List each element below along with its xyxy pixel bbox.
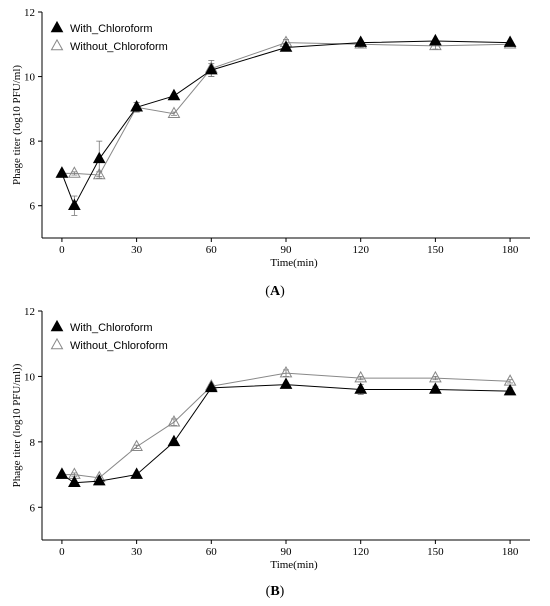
legend-marker <box>50 20 64 33</box>
series-with-chloroform <box>55 377 517 488</box>
series-line <box>61 372 511 479</box>
data-point <box>130 439 143 452</box>
y-tick-label: 6 <box>30 502 36 514</box>
x-tick-label: 60 <box>206 546 218 558</box>
data-point <box>92 167 106 180</box>
x-tick-label: 180 <box>502 244 519 256</box>
data-point <box>167 434 181 447</box>
legend-marker <box>50 38 64 51</box>
series-with-chloroform <box>55 33 517 216</box>
legend-marker <box>50 337 64 350</box>
y-tick-label: 8 <box>30 136 36 148</box>
y-tick-label: 6 <box>30 201 36 213</box>
x-tick-label: 150 <box>427 244 444 256</box>
chart-panel-b: 0 30 60 90 120 150 180 6 8 10 12 Time(min) Phage tit… <box>11 306 530 599</box>
data-point <box>279 377 293 389</box>
data-point <box>130 100 143 112</box>
x-tick-label: 90 <box>281 546 293 558</box>
chart-panel-a: 0 30 60 90 120 150 180 6 8 10 12 Time(min) Phage tit… <box>11 7 530 299</box>
data-point <box>92 151 106 164</box>
data-point <box>130 467 143 479</box>
data-point <box>55 467 69 479</box>
x-tick-label: 60 <box>206 244 218 256</box>
x-tick-label: 120 <box>352 244 369 256</box>
data-point <box>68 475 81 488</box>
data-point <box>503 383 517 396</box>
y-tick-label: 12 <box>24 306 35 318</box>
series-without-chloroform <box>55 35 517 180</box>
data-point <box>68 198 81 210</box>
panel-label: (B) <box>266 584 285 599</box>
y-axis-title: Phage titer (log10 PFU/ml)) <box>11 363 23 487</box>
y-tick-label: 8 <box>30 437 36 449</box>
data-point <box>279 365 293 378</box>
legend: With_Chloroform Without_Chloroform <box>50 319 168 352</box>
data-point <box>279 40 293 52</box>
data-point <box>167 415 181 427</box>
data-point <box>204 62 218 75</box>
x-axis-title: Time(min) <box>270 559 318 571</box>
data-point <box>354 382 368 394</box>
legend-label: With_Chloroform <box>70 322 153 334</box>
x-tick-label: 90 <box>281 244 293 256</box>
y-tick-label: 10 <box>24 371 36 383</box>
data-point <box>354 35 368 47</box>
data-point <box>167 88 181 101</box>
data-point <box>55 166 69 178</box>
data-point <box>354 370 368 383</box>
x-tick-label: 0 <box>59 244 65 256</box>
legend-label: Without_Chloroform <box>70 340 168 352</box>
data-point <box>503 374 517 386</box>
x-tick-label: 30 <box>131 546 143 558</box>
panel-label: (A) <box>265 284 285 299</box>
data-point <box>429 370 442 383</box>
y-axis-title: Phage titer (log10 PFU/ml) <box>11 65 23 185</box>
x-tick-label: 150 <box>427 546 444 558</box>
series-line <box>61 42 511 176</box>
x-tick-label: 120 <box>352 546 369 558</box>
series-line <box>61 384 511 484</box>
y-tick-label: 10 <box>24 72 36 84</box>
data-point <box>68 166 81 178</box>
x-axis-title: Time(min) <box>270 257 318 269</box>
x-tick-label: 0 <box>59 546 65 558</box>
data-point <box>92 473 106 486</box>
legend-label: With_Chloroform <box>70 23 153 35</box>
data-point <box>204 380 218 393</box>
legend-marker <box>50 319 64 332</box>
series-line <box>61 40 511 207</box>
data-point <box>429 33 442 46</box>
x-tick-label: 180 <box>502 546 519 558</box>
legend-label: Without_Chloroform <box>70 41 168 53</box>
data-point <box>503 35 517 47</box>
data-point <box>167 106 181 118</box>
x-tick-label: 30 <box>131 244 143 256</box>
data-point <box>429 382 442 394</box>
y-tick-label: 12 <box>24 7 35 19</box>
legend: With_Chloroform Without_Chloroform <box>50 20 168 53</box>
